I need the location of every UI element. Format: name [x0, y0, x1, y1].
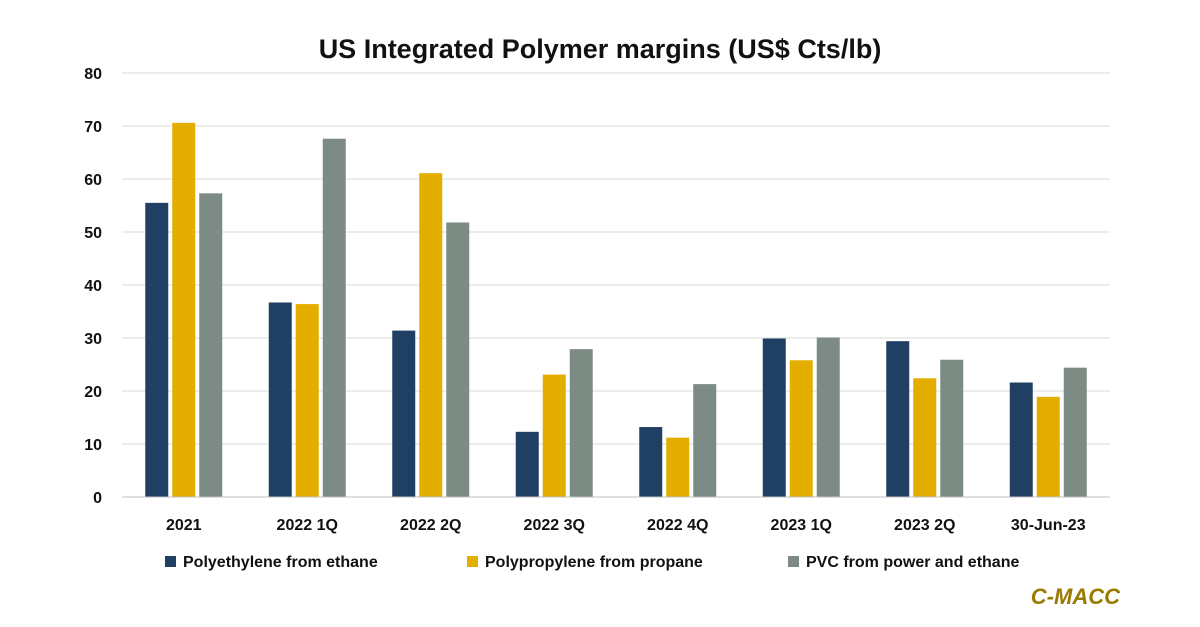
x-tick-label: 2022 2Q — [400, 517, 461, 534]
y-tick-label: 70 — [84, 119, 102, 136]
legend: Polyethylene from ethane Polypropylene fr… — [165, 554, 1019, 571]
y-tick-label: 20 — [84, 384, 102, 401]
bar-2-5 — [666, 437, 690, 497]
chart-title: US Integrated Polymer margins (US$ Cts/l… — [319, 34, 882, 64]
bar-3-8 — [1063, 367, 1087, 497]
bar-3-7 — [940, 359, 964, 497]
legend-label: Polyethylene from ethane — [183, 554, 378, 571]
bar-3-1 — [199, 193, 223, 497]
bar-2-7 — [913, 378, 937, 497]
y-tick-label: 50 — [84, 225, 102, 242]
y-tick-label: 80 — [84, 66, 102, 83]
x-tick-label: 30-Jun-23 — [1011, 517, 1086, 534]
bar-1-4 — [515, 431, 539, 497]
x-tick-label: 2021 — [166, 517, 202, 534]
x-tick-label: 2023 2Q — [894, 517, 955, 534]
bar-1-8 — [1009, 382, 1033, 497]
y-tick-label: 10 — [84, 437, 102, 454]
bar-2-1 — [172, 122, 196, 497]
bar-2-8 — [1036, 396, 1060, 497]
bar-3-3 — [446, 222, 470, 497]
bar-2-6 — [789, 360, 813, 497]
legend-label: PVC from power and ethane — [806, 554, 1019, 571]
legend-swatch — [165, 556, 176, 567]
bar-1-2 — [268, 302, 292, 497]
y-axis-tick-labels: 0 10 20 30 40 50 60 70 80 — [84, 66, 102, 507]
legend-label: Polypropylene from propane — [485, 554, 703, 571]
y-tick-label: 30 — [84, 331, 102, 348]
y-tick-label: 60 — [84, 172, 102, 189]
x-axis-tick-labels: 2021 2022 1Q 2022 2Q 2022 3Q 2022 4Q 2023 1Q 2… — [166, 517, 1086, 534]
bar-3-5 — [693, 384, 717, 497]
bar-2-4 — [542, 374, 566, 497]
bar-1-3 — [392, 330, 416, 497]
bars — [145, 122, 1087, 498]
bar-3-4 — [569, 349, 593, 497]
bar-1-5 — [639, 427, 663, 497]
y-tick-label: 0 — [93, 490, 102, 507]
y-tick-label: 40 — [84, 278, 102, 295]
legend-swatch — [467, 556, 478, 567]
bar-2-3 — [419, 173, 443, 498]
x-tick-label: 2022 1Q — [277, 517, 338, 534]
brand-watermark: C-MACC — [1031, 584, 1121, 609]
legend-swatch — [788, 556, 799, 567]
x-tick-label: 2022 4Q — [647, 517, 708, 534]
bar-2-2 — [295, 304, 319, 497]
bar-3-6 — [816, 337, 840, 497]
bar-1-6 — [762, 338, 786, 497]
bar-1-7 — [886, 341, 910, 497]
bar-3-2 — [322, 138, 346, 497]
x-tick-label: 2022 3Q — [524, 517, 585, 534]
bar-1-1 — [145, 202, 169, 497]
x-tick-label: 2023 1Q — [771, 517, 832, 534]
